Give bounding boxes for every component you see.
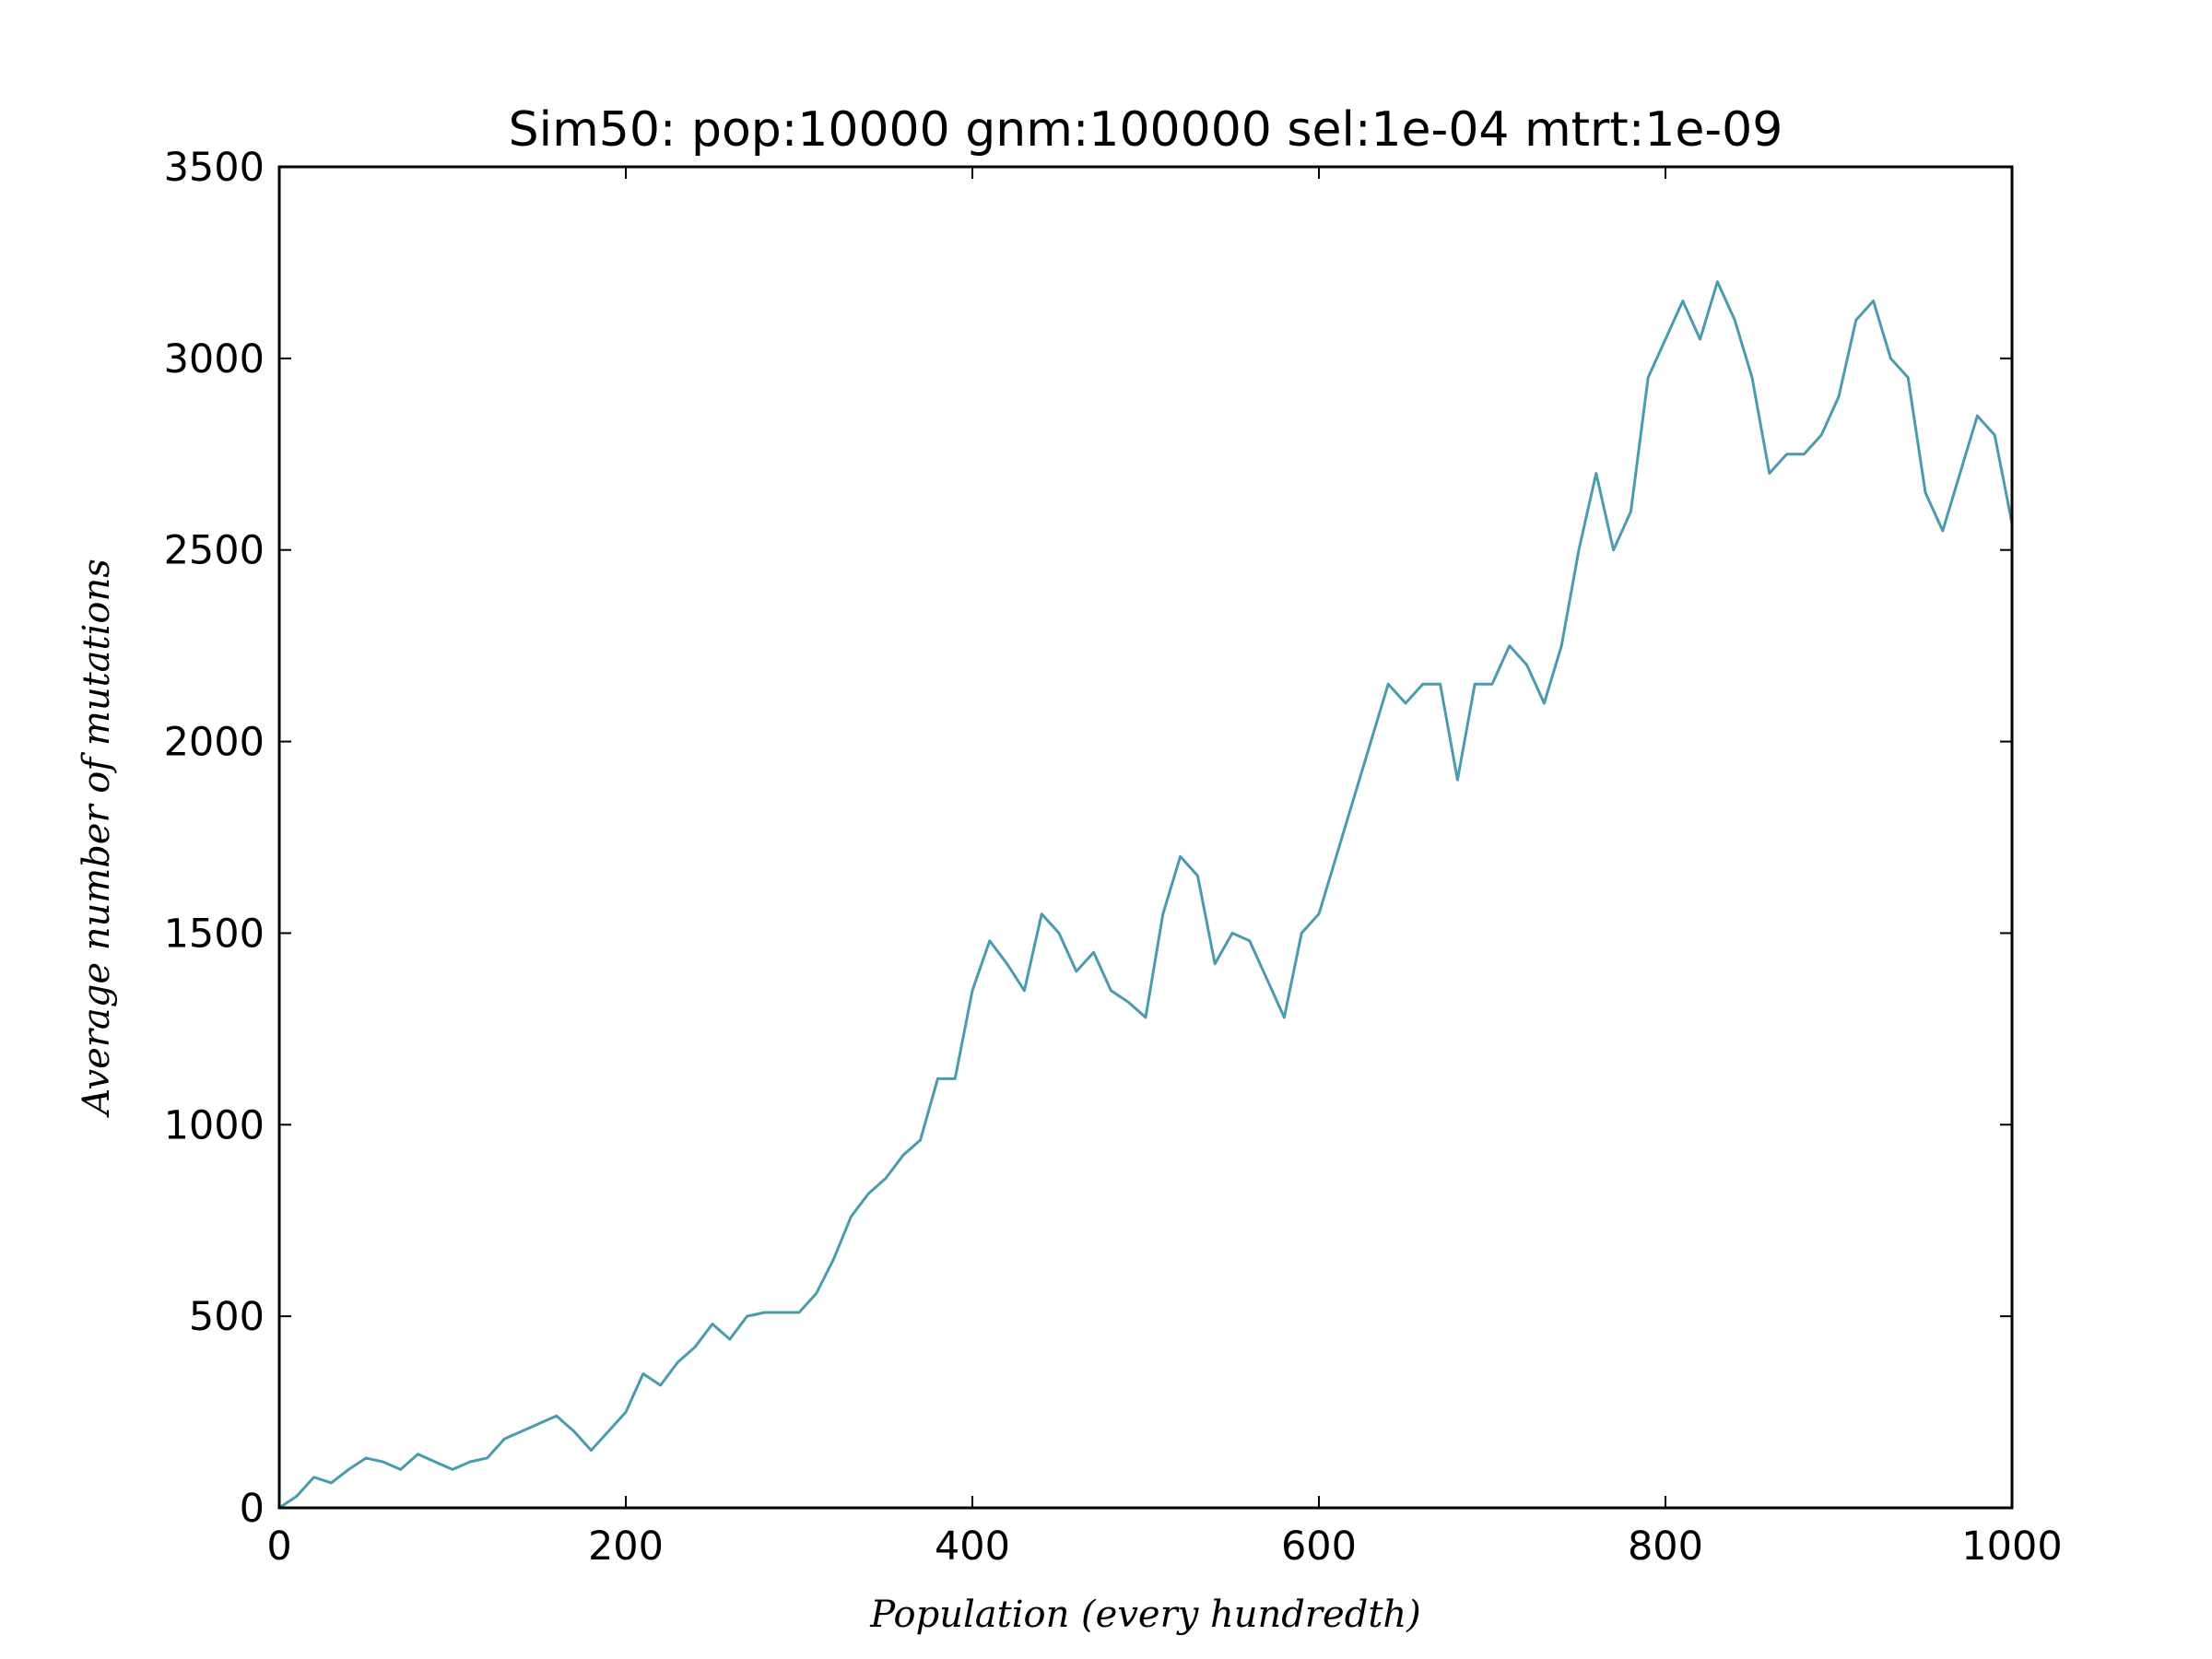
y-tick-label: 1000 bbox=[164, 1102, 265, 1148]
x-axis-label: Population (every hundredth) bbox=[869, 1594, 1421, 1636]
x-tick-label: 800 bbox=[1628, 1524, 1703, 1570]
x-tick-label: 400 bbox=[935, 1524, 1010, 1570]
y-tick-label: 3000 bbox=[164, 336, 265, 382]
y-tick-label: 1500 bbox=[164, 911, 265, 957]
y-tick-label: 3500 bbox=[164, 145, 265, 191]
y-axis-label: Average number of mutations bbox=[76, 559, 118, 1119]
chart-title: Sim50: pop:10000 gnm:100000 sel:1e-04 mt… bbox=[509, 102, 1783, 158]
x-tick-label: 600 bbox=[1281, 1524, 1357, 1570]
x-tick-label: 0 bbox=[266, 1524, 291, 1570]
plot-frame bbox=[277, 165, 2014, 1510]
x-tick-label: 200 bbox=[588, 1524, 664, 1570]
y-tick-label: 0 bbox=[240, 1486, 265, 1532]
y-tick-label: 500 bbox=[189, 1294, 265, 1340]
y-tick-label: 2500 bbox=[164, 528, 265, 574]
x-tick-label: 1000 bbox=[1961, 1524, 2062, 1570]
y-tick-label: 2000 bbox=[164, 720, 265, 766]
data-line bbox=[278, 280, 2014, 1510]
